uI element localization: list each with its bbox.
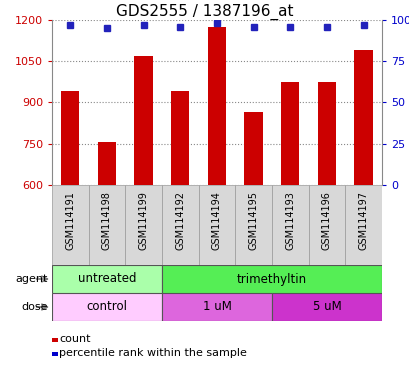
Text: GSM114192: GSM114192 bbox=[175, 191, 185, 250]
Text: GDS2555 / 1387196_at: GDS2555 / 1387196_at bbox=[116, 4, 293, 20]
Bar bbox=[317, 82, 335, 185]
Bar bbox=[244, 112, 262, 185]
Bar bbox=[52, 293, 162, 321]
Text: control: control bbox=[86, 301, 127, 313]
Bar bbox=[52, 185, 88, 265]
Text: GSM114194: GSM114194 bbox=[211, 191, 221, 250]
Text: agent: agent bbox=[16, 274, 48, 284]
Bar bbox=[344, 185, 381, 265]
Text: 5 uM: 5 uM bbox=[312, 301, 341, 313]
Text: GSM114193: GSM114193 bbox=[285, 191, 294, 250]
Bar bbox=[271, 293, 381, 321]
Bar bbox=[52, 265, 162, 293]
Text: GSM114196: GSM114196 bbox=[321, 191, 331, 250]
Bar bbox=[61, 91, 79, 185]
Text: 1 uM: 1 uM bbox=[202, 301, 231, 313]
Bar bbox=[271, 185, 308, 265]
Bar bbox=[198, 185, 235, 265]
Text: GSM114195: GSM114195 bbox=[248, 191, 258, 250]
Bar bbox=[88, 185, 125, 265]
Bar bbox=[98, 142, 116, 185]
Bar bbox=[207, 27, 226, 185]
Text: count: count bbox=[59, 334, 91, 344]
Text: GSM114199: GSM114199 bbox=[138, 191, 148, 250]
Bar bbox=[354, 50, 372, 185]
Text: trimethyltin: trimethyltin bbox=[236, 273, 306, 285]
Bar bbox=[134, 56, 153, 185]
Text: untreated: untreated bbox=[78, 273, 136, 285]
Text: percentile rank within the sample: percentile rank within the sample bbox=[59, 348, 247, 358]
Bar bbox=[162, 185, 198, 265]
Bar bbox=[171, 91, 189, 185]
Text: GSM114197: GSM114197 bbox=[358, 191, 368, 250]
Text: GSM114198: GSM114198 bbox=[102, 191, 112, 250]
Bar bbox=[162, 265, 381, 293]
Bar bbox=[162, 293, 271, 321]
Bar bbox=[308, 185, 344, 265]
Text: GSM114191: GSM114191 bbox=[65, 191, 75, 250]
Bar bbox=[281, 82, 299, 185]
Bar bbox=[235, 185, 271, 265]
Text: dose: dose bbox=[21, 302, 48, 312]
Bar bbox=[125, 185, 162, 265]
